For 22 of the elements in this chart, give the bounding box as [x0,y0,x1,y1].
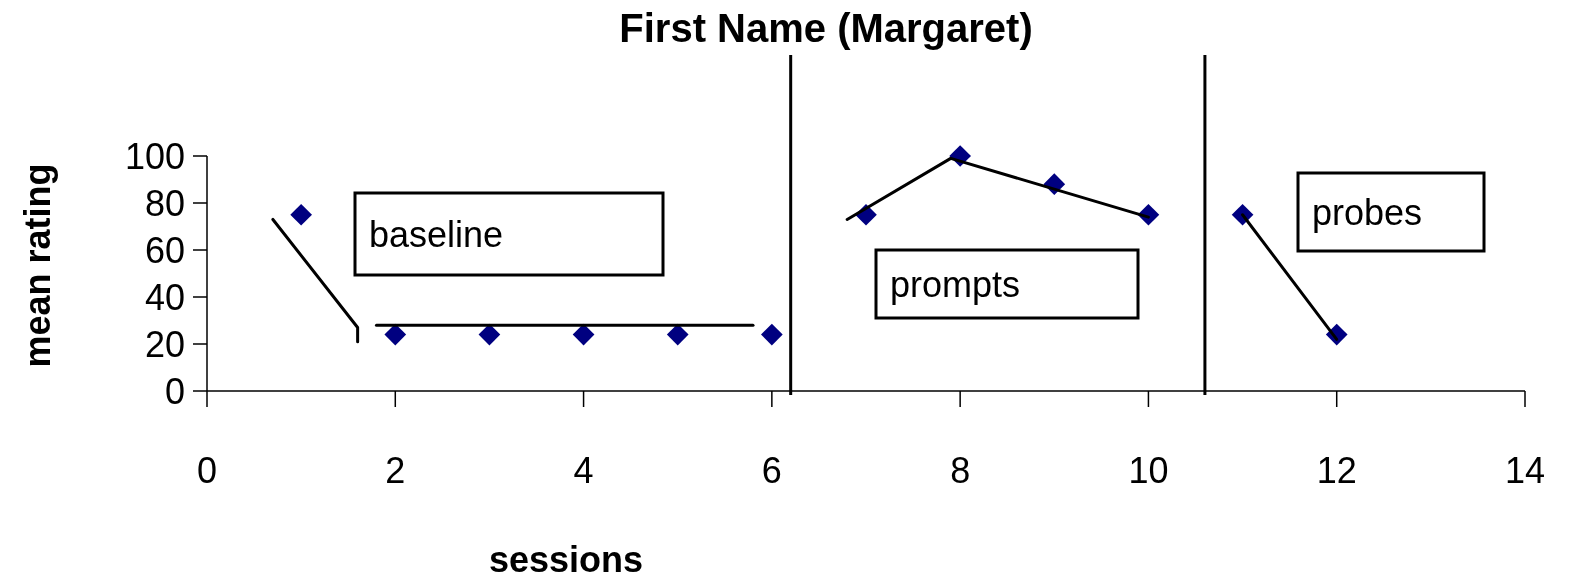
x-tick-label: 0 [196,450,218,491]
x-tick-label: 12 [1316,450,1357,491]
y-tick-label: 80 [144,182,185,224]
x-tick-label: 14 [1504,450,1546,491]
annotation: probes [1312,191,1423,233]
x-axis-title: sessions [488,539,644,580]
y-tick-label: 40 [144,276,185,318]
point [761,323,783,346]
chart-title: First Name (Margaret) [619,6,1033,50]
x-tick-label: 6 [761,450,782,491]
x-tick-label: 10 [1128,450,1169,491]
y-axis-title: mean rating [17,163,58,368]
x-tick-label: 8 [950,450,971,491]
x-tick-label: 2 [385,450,406,491]
x-tick-label: 4 [573,450,594,491]
y-tick-label: 20 [144,323,185,365]
y-tick-label: 100 [124,135,185,177]
point [290,203,312,226]
annotation: baseline [369,213,504,255]
y-tick-label: 0 [164,370,185,412]
annotation: prompts [890,263,1021,305]
y-tick-label: 60 [144,229,185,271]
